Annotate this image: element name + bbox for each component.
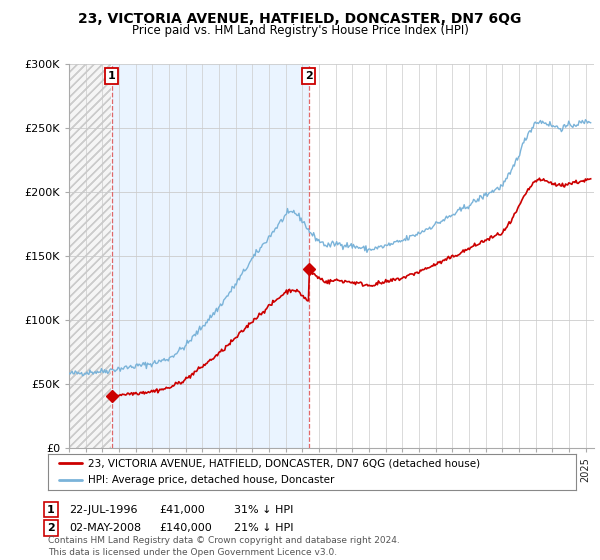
Text: 22-JUL-1996: 22-JUL-1996 — [69, 505, 137, 515]
Text: 23, VICTORIA AVENUE, HATFIELD, DONCASTER, DN7 6QG: 23, VICTORIA AVENUE, HATFIELD, DONCASTER… — [79, 12, 521, 26]
Text: HPI: Average price, detached house, Doncaster: HPI: Average price, detached house, Donc… — [88, 475, 334, 485]
Text: £140,000: £140,000 — [159, 523, 212, 533]
Text: 2: 2 — [305, 71, 313, 81]
Bar — [69, 64, 112, 448]
Text: Contains HM Land Registry data © Crown copyright and database right 2024.
This d: Contains HM Land Registry data © Crown c… — [48, 536, 400, 557]
Bar — [69, 64, 112, 448]
Text: 1: 1 — [47, 505, 55, 515]
Text: 23, VICTORIA AVENUE, HATFIELD, DONCASTER, DN7 6QG (detached house): 23, VICTORIA AVENUE, HATFIELD, DONCASTER… — [88, 459, 480, 468]
Bar — [112, 64, 308, 448]
Text: 2: 2 — [47, 523, 55, 533]
Text: 02-MAY-2008: 02-MAY-2008 — [69, 523, 141, 533]
Text: Price paid vs. HM Land Registry's House Price Index (HPI): Price paid vs. HM Land Registry's House … — [131, 24, 469, 37]
Text: 31% ↓ HPI: 31% ↓ HPI — [234, 505, 293, 515]
Text: £41,000: £41,000 — [159, 505, 205, 515]
Text: 21% ↓ HPI: 21% ↓ HPI — [234, 523, 293, 533]
Text: 1: 1 — [107, 71, 115, 81]
Bar — [69, 64, 112, 448]
